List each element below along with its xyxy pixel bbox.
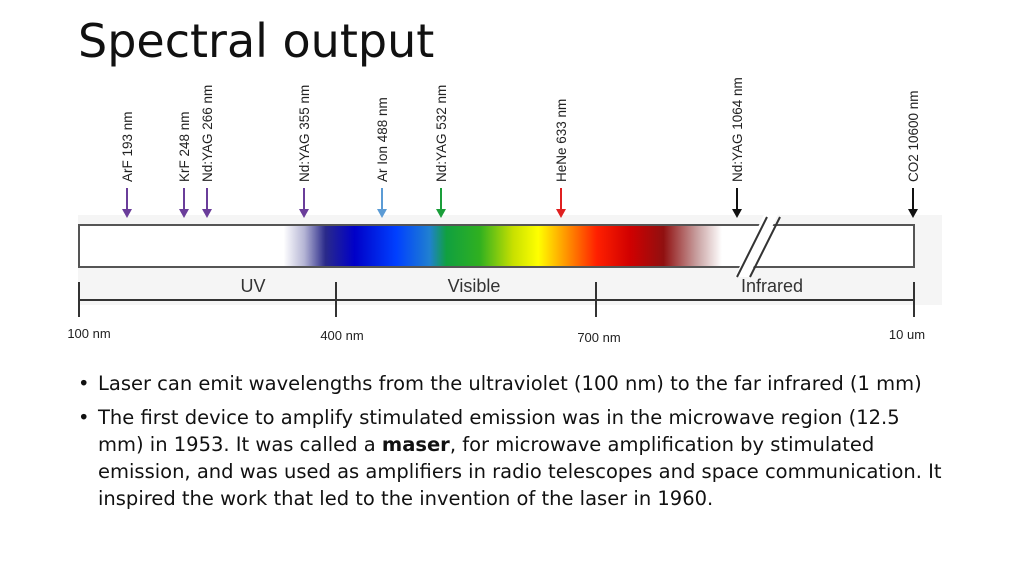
- maser-term: maser: [381, 433, 450, 456]
- laser-marker-helium-neon: HeNe 633 nm: [554, 99, 569, 218]
- laser-marker-co2: CO2 10600 nm: [906, 90, 921, 218]
- arrow-down-icon: [202, 209, 212, 218]
- laser-marker-ndyag-266: Nd:YAG 266 nm: [200, 85, 215, 218]
- bullet-list: Laser can emit wavelengths from the ultr…: [78, 370, 948, 519]
- laser-label: Nd:YAG 266 nm: [200, 85, 215, 182]
- arrow-down-icon: [556, 209, 566, 218]
- laser-marker-argon-fluoride: ArF 193 nm: [120, 111, 135, 218]
- arrow-down-icon: [122, 209, 132, 218]
- laser-label: HeNe 633 nm: [554, 99, 569, 182]
- region-label-visible: Visible: [448, 276, 501, 296]
- tick-label-100nm: 100 nm: [67, 326, 110, 341]
- laser-marker-krypton-fluoride: KrF 248 nm: [177, 111, 192, 218]
- arrow-down-icon: [732, 209, 742, 218]
- laser-marker-argon-ion: Ar Ion 488 nm: [375, 97, 390, 218]
- arrow-down-icon: [377, 209, 387, 218]
- arrow-down-icon: [179, 209, 189, 218]
- laser-marker-ndyag-1064: Nd:YAG 1064 nm: [730, 77, 745, 218]
- slide-title: Spectral output: [78, 14, 435, 68]
- tick-label-10um: 10 um: [889, 327, 925, 342]
- spectrum-bar: [78, 224, 915, 268]
- bullet-item: The first device to amplify stimulated e…: [78, 404, 948, 512]
- laser-marker-ndyag-532: Nd:YAG 532 nm: [434, 85, 449, 218]
- spectrum-diagram: UV Visible Infrared 100 nm 400 nm 700 nm…: [67, 77, 942, 345]
- laser-label: Ar Ion 488 nm: [375, 97, 390, 182]
- arrow-down-icon: [908, 209, 918, 218]
- laser-markers: ArF 193 nm KrF 248 nm Nd:YAG 266 nm Nd:YAG …: [120, 77, 921, 218]
- laser-label: Nd:YAG 355 nm: [297, 85, 312, 182]
- region-label-uv: UV: [240, 276, 265, 296]
- arrow-down-icon: [299, 209, 309, 218]
- region-label-infrared: Infrared: [741, 276, 803, 296]
- tick-label-700nm: 700 nm: [577, 330, 620, 345]
- laser-label: ArF 193 nm: [120, 111, 135, 182]
- laser-marker-ndyag-355: Nd:YAG 355 nm: [297, 85, 312, 218]
- laser-label: Nd:YAG 1064 nm: [730, 77, 745, 182]
- laser-label: KrF 248 nm: [177, 111, 192, 182]
- laser-label: Nd:YAG 532 nm: [434, 85, 449, 182]
- arrow-down-icon: [436, 209, 446, 218]
- tick-label-400nm: 400 nm: [320, 328, 363, 343]
- axis-break-mark: [734, 215, 781, 278]
- laser-label: CO2 10600 nm: [906, 90, 921, 182]
- bullet-item: Laser can emit wavelengths from the ultr…: [78, 370, 948, 397]
